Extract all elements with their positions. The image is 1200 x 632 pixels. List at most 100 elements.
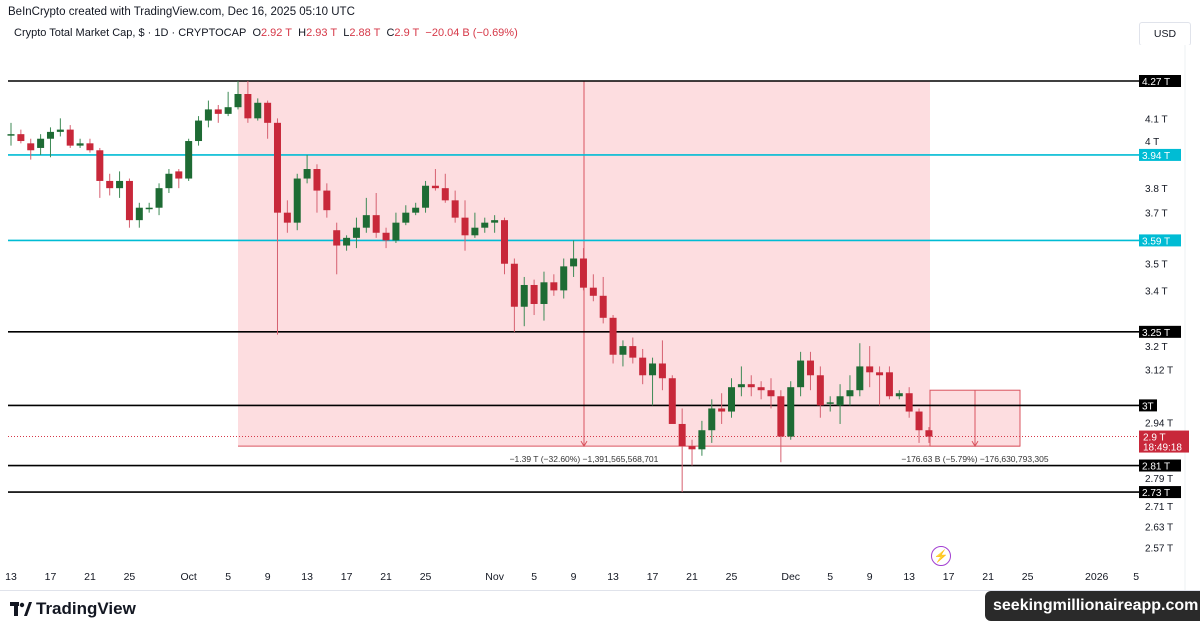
candle-body [826, 402, 834, 404]
candle-body [273, 122, 281, 213]
candle-body [698, 430, 706, 450]
y-tick-label: 4.1 T [1145, 114, 1168, 125]
candle-body [96, 150, 104, 181]
candle-body [293, 178, 301, 223]
candle-body [254, 102, 262, 119]
candle-body [195, 120, 203, 142]
x-tick-label: 5 [225, 571, 231, 583]
level-badge [1139, 399, 1157, 412]
candle-body [382, 232, 390, 241]
candle-body [234, 94, 242, 108]
chart-credit: BeInCrypto created with TradingView.com,… [8, 6, 355, 18]
candle-body [283, 212, 291, 223]
x-tick-label: Oct [180, 571, 196, 583]
candle-body [46, 131, 54, 139]
candle-body [806, 360, 814, 376]
candle-body [895, 393, 903, 397]
x-tick-label: 5 [531, 571, 537, 583]
candle-body [540, 282, 548, 304]
price-chart[interactable]: −1.39 T (−32.60%) −1,391,565,568,701 −176… [0, 0, 1200, 590]
level-label: 2.81 T [1142, 462, 1170, 473]
candle-body [165, 173, 173, 189]
candle-body [323, 190, 331, 211]
level-badge [1139, 459, 1181, 472]
candle-body [451, 200, 459, 218]
high-value: 2.93 T [306, 27, 338, 39]
x-tick-label: 5 [827, 571, 833, 583]
candle-body [264, 102, 272, 123]
candle-body [668, 378, 676, 424]
x-tick-label: 2026 [1085, 571, 1109, 583]
candle-body [491, 220, 499, 223]
y-tick-label: 3.4 T [1145, 286, 1168, 297]
x-tick-label: 13 [301, 571, 313, 583]
candle-body [757, 387, 765, 391]
x-tick-label: 21 [982, 571, 994, 583]
candle-body [836, 396, 844, 406]
low-label: L [343, 27, 350, 39]
candle-body [787, 387, 795, 437]
x-tick-label: 21 [686, 571, 698, 583]
candle-body [609, 317, 617, 355]
candle-body [728, 387, 736, 412]
x-tick-label: 9 [867, 571, 873, 583]
candle-body [510, 263, 518, 307]
tradingview-logo-icon [10, 602, 32, 616]
lightning-icon[interactable]: ⚡ [931, 546, 951, 566]
candle-body [244, 94, 252, 119]
level-badge [1139, 486, 1181, 499]
candle-body [816, 375, 824, 406]
candle-body [678, 423, 686, 447]
candle-body [560, 266, 568, 291]
candle-body [431, 185, 439, 189]
candle-body [856, 366, 864, 391]
measure-label: −1.39 T (−32.60%) −1,391,565,568,701 [510, 454, 659, 464]
candle-body [471, 227, 479, 236]
tradingview-logo[interactable]: TradingView [10, 599, 136, 619]
candle-body [422, 185, 430, 208]
candle-body [639, 357, 647, 376]
candle-body [441, 188, 449, 201]
candle-body [777, 396, 785, 437]
level-badge [1139, 234, 1181, 247]
candle-body [579, 258, 587, 288]
candle-body [185, 141, 193, 179]
candle-body [481, 222, 489, 228]
x-tick-label: 5 [1133, 571, 1139, 583]
level-label: 4.27 T [1142, 77, 1170, 88]
candle-body [619, 346, 627, 355]
open-value: 2.92 T [261, 27, 292, 39]
x-tick-label: 25 [726, 571, 738, 583]
candle-body [599, 295, 607, 318]
x-tick-label: 21 [84, 571, 96, 583]
candle-body [629, 346, 637, 358]
candle-body [530, 284, 538, 304]
x-tick-label: Nov [485, 571, 504, 583]
candle-body [17, 134, 25, 142]
level-badge [1139, 75, 1181, 87]
footer: TradingView seekingmillionaireapp.com [0, 590, 1200, 632]
level-label: 3T [1142, 401, 1154, 412]
watermark: seekingmillionaireapp.com [985, 591, 1200, 621]
symbol-title[interactable]: Crypto Total Market Cap, $ · 1D · CRYPTO… [14, 27, 247, 39]
candle-body [747, 384, 755, 388]
candle-body [352, 227, 360, 238]
candle-body [145, 207, 153, 210]
level-label: 3.25 T [1142, 328, 1170, 339]
x-tick-label: 21 [380, 571, 392, 583]
candle-body [76, 143, 84, 146]
y-tick-label: 3.12 T [1145, 365, 1173, 376]
tradingview-logo-text: TradingView [36, 599, 136, 618]
x-tick-label: 9 [265, 571, 271, 583]
x-tick-label: 13 [903, 571, 915, 583]
level-label: 2.73 T [1142, 488, 1170, 499]
x-tick-label: 13 [607, 571, 619, 583]
x-tick-label: 9 [571, 571, 577, 583]
candle-body [915, 411, 923, 431]
candle-body [501, 220, 508, 264]
candle-body [175, 171, 183, 179]
candle-body [846, 390, 854, 397]
candle-body [66, 129, 74, 146]
y-tick-label: 3.8 T [1145, 184, 1168, 195]
y-tick-label: 3.2 T [1145, 342, 1168, 353]
